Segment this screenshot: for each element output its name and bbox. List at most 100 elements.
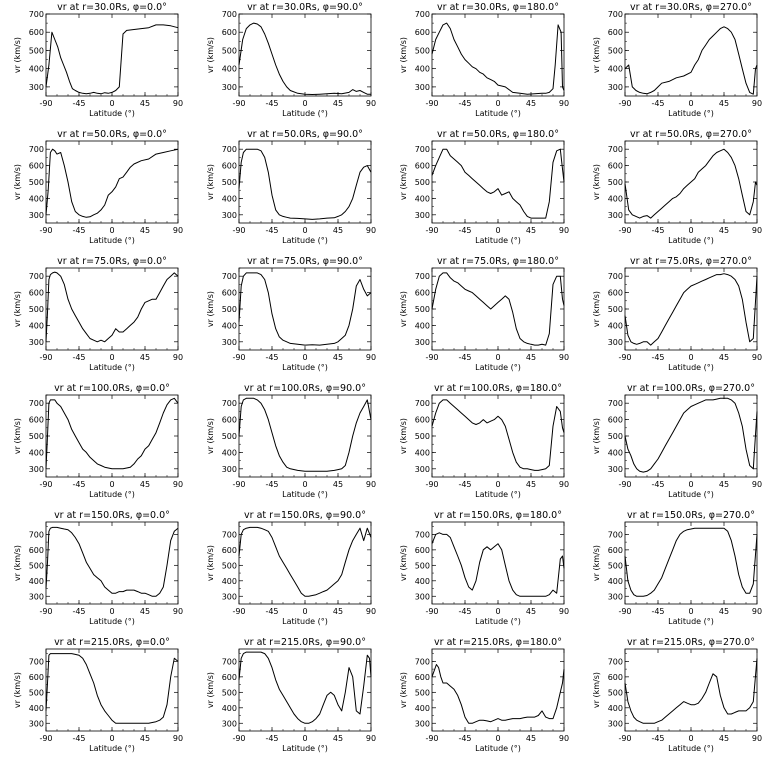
- x-tick-label: -90: [39, 480, 52, 489]
- y-tick-label: 500: [608, 46, 623, 55]
- x-axis-label: Latitude (°): [89, 109, 135, 118]
- chart-panel: vr at r=75.0Rs, φ=180.0° -90 -45 0 45 90 300 40…: [399, 256, 569, 372]
- x-tick-label: 90: [752, 353, 762, 362]
- y-tick-label: 700: [222, 399, 237, 408]
- y-tick-label: 700: [29, 145, 44, 154]
- x-tick-label: 45: [526, 734, 536, 743]
- y-tick-label: 700: [222, 145, 237, 154]
- panel-frame: [624, 394, 758, 478]
- panel-title: vr at r=100.0Rs, φ=0.0°: [54, 383, 170, 394]
- y-tick-label: 300: [29, 719, 44, 728]
- series-line: [431, 399, 565, 471]
- x-tick-label: -45: [651, 99, 664, 108]
- y-tick-label: 400: [29, 577, 44, 586]
- x-tick-label: 90: [366, 226, 376, 235]
- y-tick-label: 500: [415, 178, 430, 187]
- y-tick-label: 700: [415, 145, 430, 154]
- x-axis-label: Latitude (°): [282, 236, 328, 245]
- y-axis-label: vr (km/s): [399, 418, 408, 454]
- x-tick-label: 0: [688, 226, 693, 235]
- y-tick-label: 400: [29, 321, 44, 330]
- y-axis-label: vr (km/s): [592, 545, 601, 581]
- x-tick-label: 0: [495, 607, 500, 616]
- x-tick-label: -45: [651, 734, 664, 743]
- y-tick-label: 300: [608, 592, 623, 601]
- y-tick-label: 600: [29, 416, 44, 425]
- y-tick-label: 400: [222, 321, 237, 330]
- y-tick-label: 300: [29, 465, 44, 474]
- x-tick-label: -45: [265, 226, 278, 235]
- series-line: [45, 24, 179, 95]
- series-line: [624, 397, 758, 473]
- chart-panel: vr at r=30.0Rs, φ=0.0° -90 -45 0 45 90 300 400 5…: [13, 2, 183, 118]
- chart-panel: vr at r=215.0Rs, φ=180.0° -90 -45 0 45 90 300 4…: [399, 637, 569, 753]
- x-tick-label: 90: [559, 226, 569, 235]
- panel-frame: [45, 13, 179, 97]
- y-tick-label: 400: [415, 577, 430, 586]
- x-tick-label: -90: [39, 353, 52, 362]
- y-tick-label: 700: [415, 399, 430, 408]
- x-tick-label: 45: [719, 480, 729, 489]
- x-tick-label: -45: [458, 607, 471, 616]
- y-tick-label: 700: [29, 399, 44, 408]
- x-tick-label: 90: [752, 226, 762, 235]
- panel-frame: [45, 394, 179, 478]
- series-line: [238, 651, 372, 724]
- x-tick-label: 45: [333, 99, 343, 108]
- series-line: [238, 22, 371, 95]
- panel-title: vr at r=50.0Rs, φ=90.0°: [247, 129, 363, 140]
- y-tick-label: 500: [29, 305, 44, 314]
- x-tick-label: 0: [688, 353, 693, 362]
- chart-panel: vr at r=50.0Rs, φ=0.0° -90 -45 0 45 90 300 400 5…: [13, 129, 183, 245]
- x-tick-label: -45: [265, 353, 278, 362]
- y-tick-label: 500: [222, 561, 237, 570]
- panel-title: vr at r=100.0Rs, φ=90.0°: [244, 383, 366, 394]
- series-line: [45, 653, 179, 724]
- x-axis-label: Latitude (°): [668, 236, 714, 245]
- panel-frame: [238, 521, 372, 605]
- x-tick-label: 90: [366, 734, 376, 743]
- x-tick-label: 0: [688, 734, 693, 743]
- panel-frame: [45, 648, 179, 732]
- x-tick-label: 0: [688, 99, 693, 108]
- x-tick-label: 0: [109, 99, 114, 108]
- x-tick-label: 90: [752, 734, 762, 743]
- y-tick-label: 600: [29, 673, 44, 682]
- panel-frame: [238, 140, 372, 224]
- y-tick-label: 600: [29, 289, 44, 298]
- x-tick-label: -45: [72, 734, 85, 743]
- y-tick-label: 700: [608, 145, 623, 154]
- x-tick-label: 0: [109, 226, 114, 235]
- x-tick-label: 0: [302, 99, 307, 108]
- y-tick-label: 700: [608, 530, 623, 539]
- x-tick-label: -45: [651, 607, 664, 616]
- y-tick-label: 700: [608, 399, 623, 408]
- x-axis-label: Latitude (°): [282, 744, 328, 753]
- panel-frame: [624, 648, 758, 732]
- y-tick-label: 500: [29, 46, 44, 55]
- x-tick-label: -90: [232, 353, 245, 362]
- y-tick-label: 400: [222, 448, 237, 457]
- y-tick-label: 600: [29, 28, 44, 37]
- x-tick-label: -90: [39, 607, 52, 616]
- y-tick-label: 400: [608, 448, 623, 457]
- x-tick-label: -90: [425, 353, 438, 362]
- x-tick-label: 90: [173, 99, 183, 108]
- x-tick-label: -45: [458, 226, 471, 235]
- x-tick-label: 0: [495, 99, 500, 108]
- x-tick-label: 90: [559, 734, 569, 743]
- y-tick-label: 700: [29, 10, 44, 19]
- x-tick-label: -90: [232, 734, 245, 743]
- x-tick-label: -90: [232, 99, 245, 108]
- series-line: [624, 26, 758, 95]
- panel-title: vr at r=50.0Rs, φ=0.0°: [57, 129, 167, 140]
- y-tick-label: 400: [415, 321, 430, 330]
- y-tick-label: 600: [222, 546, 237, 555]
- x-tick-label: 45: [333, 353, 343, 362]
- y-tick-label: 600: [415, 289, 430, 298]
- series-line: [238, 148, 372, 220]
- y-axis-label: vr (km/s): [206, 545, 215, 581]
- panel-title: vr at r=150.0Rs, φ=90.0°: [244, 510, 366, 521]
- x-tick-label: 0: [302, 480, 307, 489]
- y-axis-label: vr (km/s): [592, 37, 601, 73]
